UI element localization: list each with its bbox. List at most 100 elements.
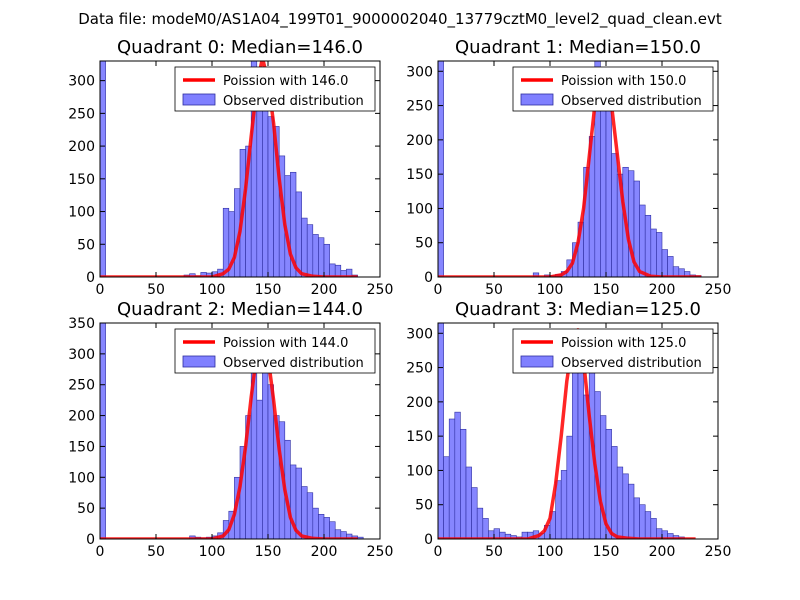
y-tick-label: 350 <box>68 316 95 332</box>
legend-bar-label: Observed distribution <box>223 356 364 371</box>
legend-line-label: Poission with 146.0 <box>223 74 348 89</box>
figure-title: Data file: modeM0/AS1A04_199T01_90000020… <box>78 10 722 29</box>
y-tick-label: 0 <box>424 532 433 548</box>
x-tick-label: 150 <box>255 282 282 298</box>
y-tick-label: 250 <box>68 378 95 394</box>
x-tick-label: 150 <box>593 544 620 560</box>
y-tick-label: 300 <box>68 347 95 363</box>
y-tick-label: 0 <box>86 270 95 286</box>
legend-bar-label: Observed distribution <box>561 94 702 109</box>
y-tick-label: 200 <box>68 409 95 425</box>
y-tick-label: 0 <box>86 532 95 548</box>
y-tick-label: 100 <box>406 463 433 479</box>
y-tick-label: 100 <box>406 201 433 217</box>
histogram-bar <box>572 367 579 539</box>
x-tick-label: 100 <box>199 544 226 560</box>
quadrant-0-title: Quadrant 0: Median=146.0 <box>117 37 363 58</box>
y-tick-label: 200 <box>68 139 95 155</box>
histogram-bar <box>306 492 314 539</box>
legend-bar-swatch <box>182 355 216 368</box>
histogram-bar <box>443 456 450 539</box>
histogram-bar <box>644 511 652 539</box>
x-tick-label: 50 <box>485 544 503 560</box>
x-tick-label: 0 <box>434 544 443 560</box>
y-tick-label: 150 <box>406 429 433 445</box>
x-tick-label: 50 <box>147 282 165 298</box>
legend: Poission with 150.0 Observed distribution <box>512 66 714 112</box>
histogram-bar <box>454 411 461 539</box>
legend-bar-swatch <box>182 93 216 106</box>
histogram-bar <box>301 486 308 539</box>
x-tick-label: 100 <box>199 282 226 298</box>
x-tick-label: 200 <box>311 282 338 298</box>
legend-bar-swatch <box>520 93 554 106</box>
quadrant-2-title: Quadrant 2: Median=144.0 <box>117 299 363 320</box>
y-tick-label: 250 <box>406 361 433 377</box>
y-tick-label: 50 <box>415 498 433 514</box>
y-tick-label: 50 <box>77 501 95 517</box>
quadrant-1-title: Quadrant 1: Median=150.0 <box>455 37 701 58</box>
x-tick-label: 200 <box>649 544 676 560</box>
histogram-bar <box>577 353 584 539</box>
histogram-bar <box>482 518 489 539</box>
histogram-bar <box>256 399 263 539</box>
histogram-bar <box>650 518 657 539</box>
x-tick-label: 250 <box>705 544 732 560</box>
x-tick-label: 0 <box>96 282 105 298</box>
histogram-bar <box>329 521 336 539</box>
quadrant-1-panel: Quadrant 1: Median=150.0 0 50 100 150 200 250… <box>406 37 731 298</box>
y-tick-label: 200 <box>406 133 433 149</box>
histogram-bar <box>312 234 319 277</box>
x-tick-label: 0 <box>96 544 105 560</box>
histogram-bar <box>323 517 330 539</box>
legend: Poission with 146.0 Observed distribution <box>174 66 376 112</box>
y-tick-label: 300 <box>406 64 433 80</box>
histogram-bar <box>334 264 342 277</box>
histogram-bar <box>656 232 663 277</box>
histogram-bar <box>639 204 646 277</box>
histogram-bar <box>639 504 646 539</box>
histogram-bar <box>465 466 472 539</box>
histogram-bar <box>628 483 635 539</box>
quadrant-0-panel: Quadrant 0: Median=146.0 0 50 100 150 200 250… <box>68 37 393 298</box>
plot-area <box>100 323 364 539</box>
axes-frame <box>99 322 381 540</box>
y-tick-label: 100 <box>68 470 95 486</box>
x-tick-label: 150 <box>593 282 620 298</box>
legend: Poission with 144.0 Observed distribution <box>174 328 376 374</box>
histogram-bar <box>329 263 336 277</box>
y-tick-label: 200 <box>406 395 433 411</box>
histogram-bar <box>611 446 618 539</box>
histogram-bar <box>267 116 274 277</box>
x-tick-label: 50 <box>485 282 503 298</box>
histogram-bar <box>295 191 302 277</box>
y-tick-label: 50 <box>77 237 95 253</box>
x-tick-label: 100 <box>537 544 564 560</box>
axes-frame <box>99 60 381 278</box>
histogram-bar <box>644 214 652 277</box>
y-tick-label: 50 <box>415 236 433 252</box>
y-tick-label: 150 <box>68 172 95 188</box>
histogram-bar <box>100 61 106 277</box>
histogram-bar <box>661 249 668 277</box>
legend-bar-swatch <box>520 355 554 368</box>
histogram-bar <box>100 323 106 539</box>
axes-frame <box>437 322 719 540</box>
y-tick-label: 150 <box>68 439 95 455</box>
x-tick-label: 200 <box>649 282 676 298</box>
x-tick-label: 250 <box>367 282 394 298</box>
histogram-bar <box>323 243 330 277</box>
legend-bar-label: Observed distribution <box>223 94 364 109</box>
y-tick-label: 250 <box>68 106 95 122</box>
histogram-bar <box>318 237 325 277</box>
legend-line-label: Poission with 150.0 <box>561 74 686 89</box>
histogram-bar <box>650 228 657 277</box>
quadrant-3-panel: Quadrant 3: Median=125.0 0 50 100 150 200 250… <box>406 299 731 560</box>
x-tick-label: 250 <box>705 282 732 298</box>
histogram-bar <box>633 497 640 539</box>
histogram-bar <box>471 487 478 539</box>
legend-line-label: Poission with 144.0 <box>223 336 348 351</box>
x-tick-label: 100 <box>537 282 564 298</box>
histogram-bar <box>476 507 484 539</box>
